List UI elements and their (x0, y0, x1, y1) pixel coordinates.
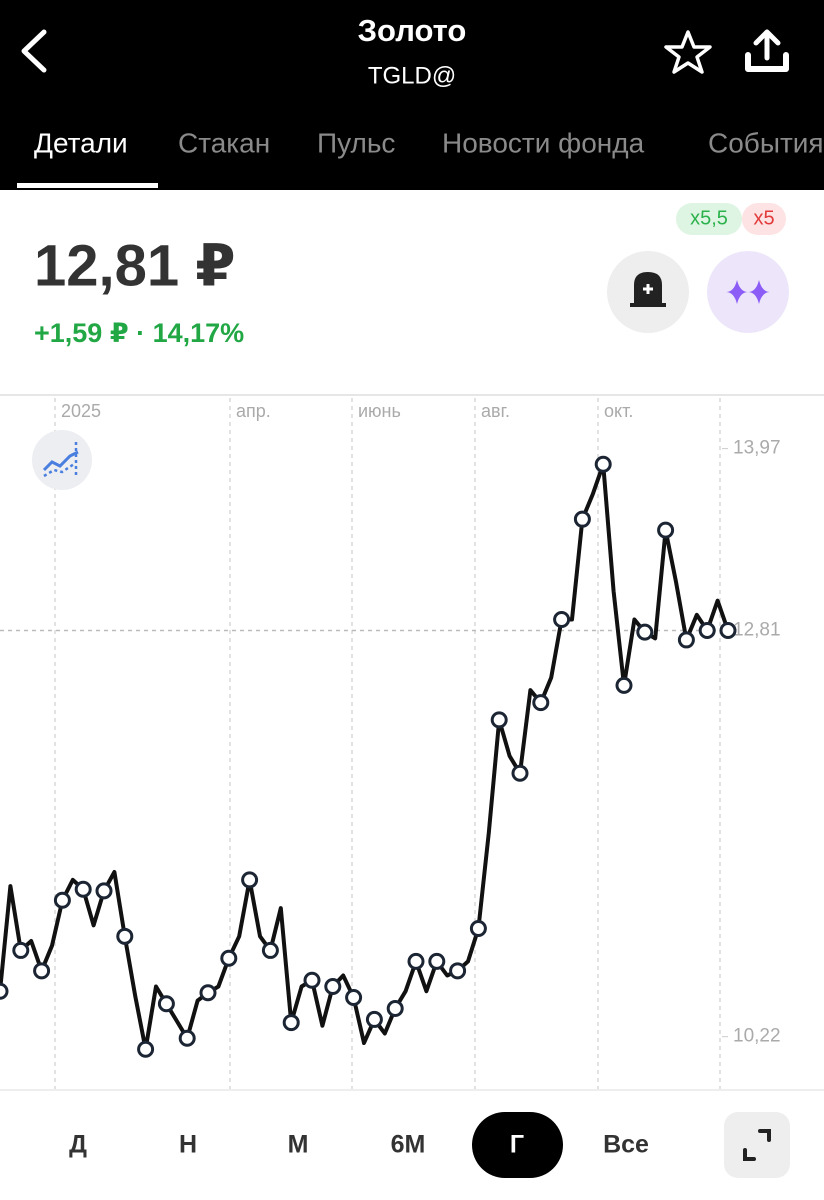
tab[interactable]: Стакан (178, 127, 270, 158)
data-point (95, 882, 113, 900)
data-point (303, 971, 321, 989)
data-point (657, 521, 675, 539)
data-point (324, 978, 342, 995)
active-tab-indicator (17, 183, 158, 188)
data-point (677, 631, 695, 649)
period-button[interactable]: М (288, 1131, 309, 1159)
data-point (157, 995, 175, 1013)
data-point (449, 962, 467, 980)
back-button[interactable] (21, 29, 47, 73)
x-tick-label: 2025 (61, 401, 101, 421)
price: 12,81 ₽ (34, 233, 236, 298)
data-point (719, 622, 737, 640)
data-point (12, 941, 30, 959)
data-point (553, 611, 571, 629)
y-tick-label: 10,22 (733, 1026, 781, 1047)
price-change: +1,59 ₽ · 14,17% (34, 318, 244, 348)
tab[interactable]: Новости фонда (442, 127, 645, 158)
x-tick-label: авг. (481, 401, 510, 421)
data-point (490, 711, 508, 729)
period-active-bg (472, 1112, 563, 1178)
data-point (365, 1010, 383, 1028)
subtitle: TGLD@ (368, 62, 456, 89)
tab[interactable]: Пульс (317, 127, 395, 158)
data-point (532, 694, 550, 712)
data-point (282, 1014, 300, 1032)
x-tick-label: апр. (236, 401, 271, 421)
indicators-button[interactable] (32, 430, 92, 490)
data-point (428, 952, 446, 970)
data-point (0, 982, 9, 1000)
tab[interactable]: Детали (34, 127, 128, 158)
fullscreen-button[interactable] (724, 1112, 790, 1178)
period-button[interactable]: 6М (391, 1131, 426, 1159)
data-point (386, 999, 404, 1017)
badge-bg (676, 203, 742, 235)
alert-button[interactable] (607, 251, 689, 333)
data-point (53, 891, 71, 909)
badge: x5,5 (690, 207, 728, 229)
y-tick-label: 12,81 (733, 620, 781, 641)
data-point (345, 988, 363, 1006)
y-tick-label: 13,97 (733, 438, 781, 459)
data-point (511, 764, 529, 782)
period-button[interactable]: Г (510, 1131, 524, 1159)
data-point (573, 510, 591, 528)
badge-bg (742, 203, 786, 235)
data-point (636, 623, 654, 641)
ai-button[interactable] (707, 251, 789, 333)
badge: x5 (753, 207, 774, 229)
data-point (469, 919, 487, 937)
favorite-button[interactable] (664, 30, 712, 74)
x-tick-label: июнь (358, 401, 401, 421)
tab[interactable]: События (708, 127, 824, 158)
title: Золото (358, 13, 467, 48)
data-point (33, 962, 51, 980)
data-point (615, 676, 633, 694)
data-point (220, 949, 238, 967)
period-button[interactable]: Д (69, 1131, 87, 1159)
data-point (137, 1040, 155, 1058)
data-point (594, 455, 612, 473)
period-button[interactable]: Н (179, 1131, 197, 1159)
x-tick-label: окт. (604, 401, 633, 421)
data-point (241, 871, 259, 889)
data-point (178, 1029, 196, 1047)
data-point (261, 941, 279, 959)
period-button[interactable]: Все (603, 1131, 649, 1159)
data-point (407, 952, 425, 970)
price-line (0, 462, 730, 1052)
share-button[interactable] (745, 29, 789, 72)
data-point (74, 880, 92, 898)
data-point (116, 927, 134, 945)
data-point (199, 984, 217, 1002)
data-point (698, 622, 716, 640)
